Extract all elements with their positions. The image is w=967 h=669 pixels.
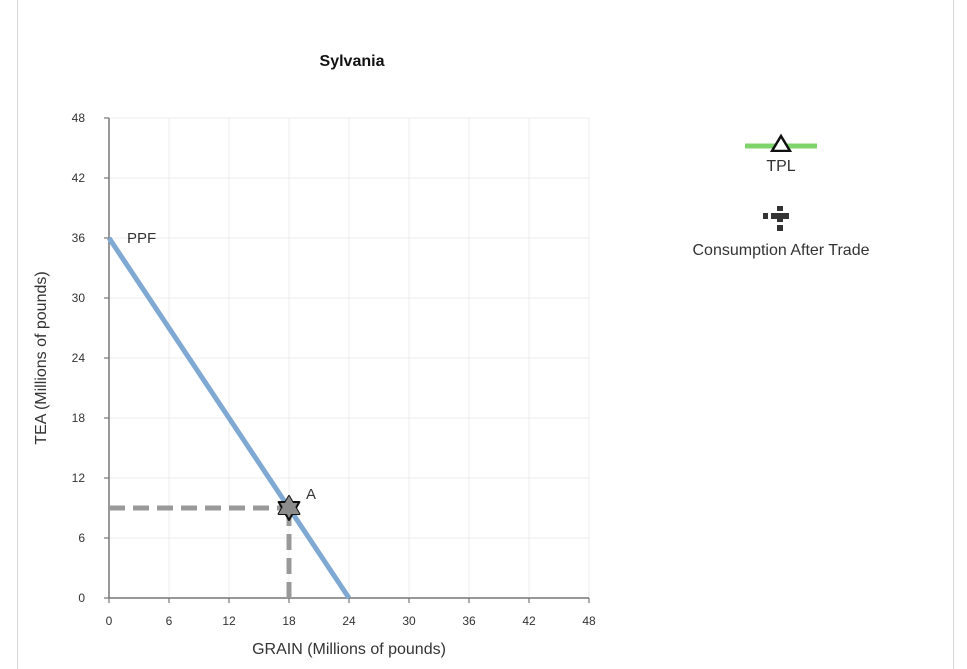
y-tick-label: 12 xyxy=(72,471,86,485)
y-ticks: 0 6 12 18 24 30 36 42 48 xyxy=(72,111,109,605)
x-tick-label: 12 xyxy=(222,614,236,628)
legend-label-consumption-after-trade: Consumption After Trade xyxy=(692,242,870,259)
y-tick-label: 24 xyxy=(72,351,86,365)
x-tick-label: 6 xyxy=(166,614,173,628)
x-tick-label: 48 xyxy=(582,614,596,628)
legend-item-consumption-after-trade[interactable]: Consumption After Trade xyxy=(660,204,902,260)
x-axis-label: GRAIN (Millions of pounds) xyxy=(252,641,446,658)
legend-label-tpl: TPL xyxy=(766,158,796,175)
point-marker-a[interactable] xyxy=(277,495,301,521)
guide-lines xyxy=(109,505,292,598)
y-axis-label: TEA (Millions of pounds) xyxy=(33,271,50,444)
annotations: PPF A xyxy=(127,230,316,503)
x-tick-label: 18 xyxy=(282,614,296,628)
legend: TPL Consumption After Trade xyxy=(660,130,902,260)
y-tick-label: 30 xyxy=(72,291,86,305)
series xyxy=(106,236,352,600)
point-markers xyxy=(277,495,301,521)
legend-item-tpl[interactable]: TPL xyxy=(660,130,902,176)
y-tick-label: 36 xyxy=(72,231,86,245)
y-tick-label: 48 xyxy=(72,111,86,125)
y-tick-label: 0 xyxy=(78,591,85,605)
graph-frame xyxy=(17,0,954,669)
line-triangle-icon xyxy=(745,133,817,152)
grid xyxy=(109,117,590,598)
chart-title: Sylvania xyxy=(320,53,385,70)
y-tick-label: 42 xyxy=(72,171,86,185)
annotation-ppf: PPF xyxy=(127,230,156,247)
y-tick-label: 6 xyxy=(78,531,85,545)
x-tick-label: 0 xyxy=(106,614,113,628)
x-tick-label: 30 xyxy=(402,614,416,628)
annotation-a: A xyxy=(306,486,316,503)
x-ticks: 0 6 12 18 24 30 36 42 48 xyxy=(106,598,596,628)
x-tick-label: 42 xyxy=(522,614,536,628)
y-tick-label: 18 xyxy=(72,411,86,425)
x-tick-label: 24 xyxy=(342,614,356,628)
series-line-ppf xyxy=(106,236,352,600)
x-tick-label: 36 xyxy=(462,614,476,628)
dashed-cross-icon xyxy=(763,206,789,231)
